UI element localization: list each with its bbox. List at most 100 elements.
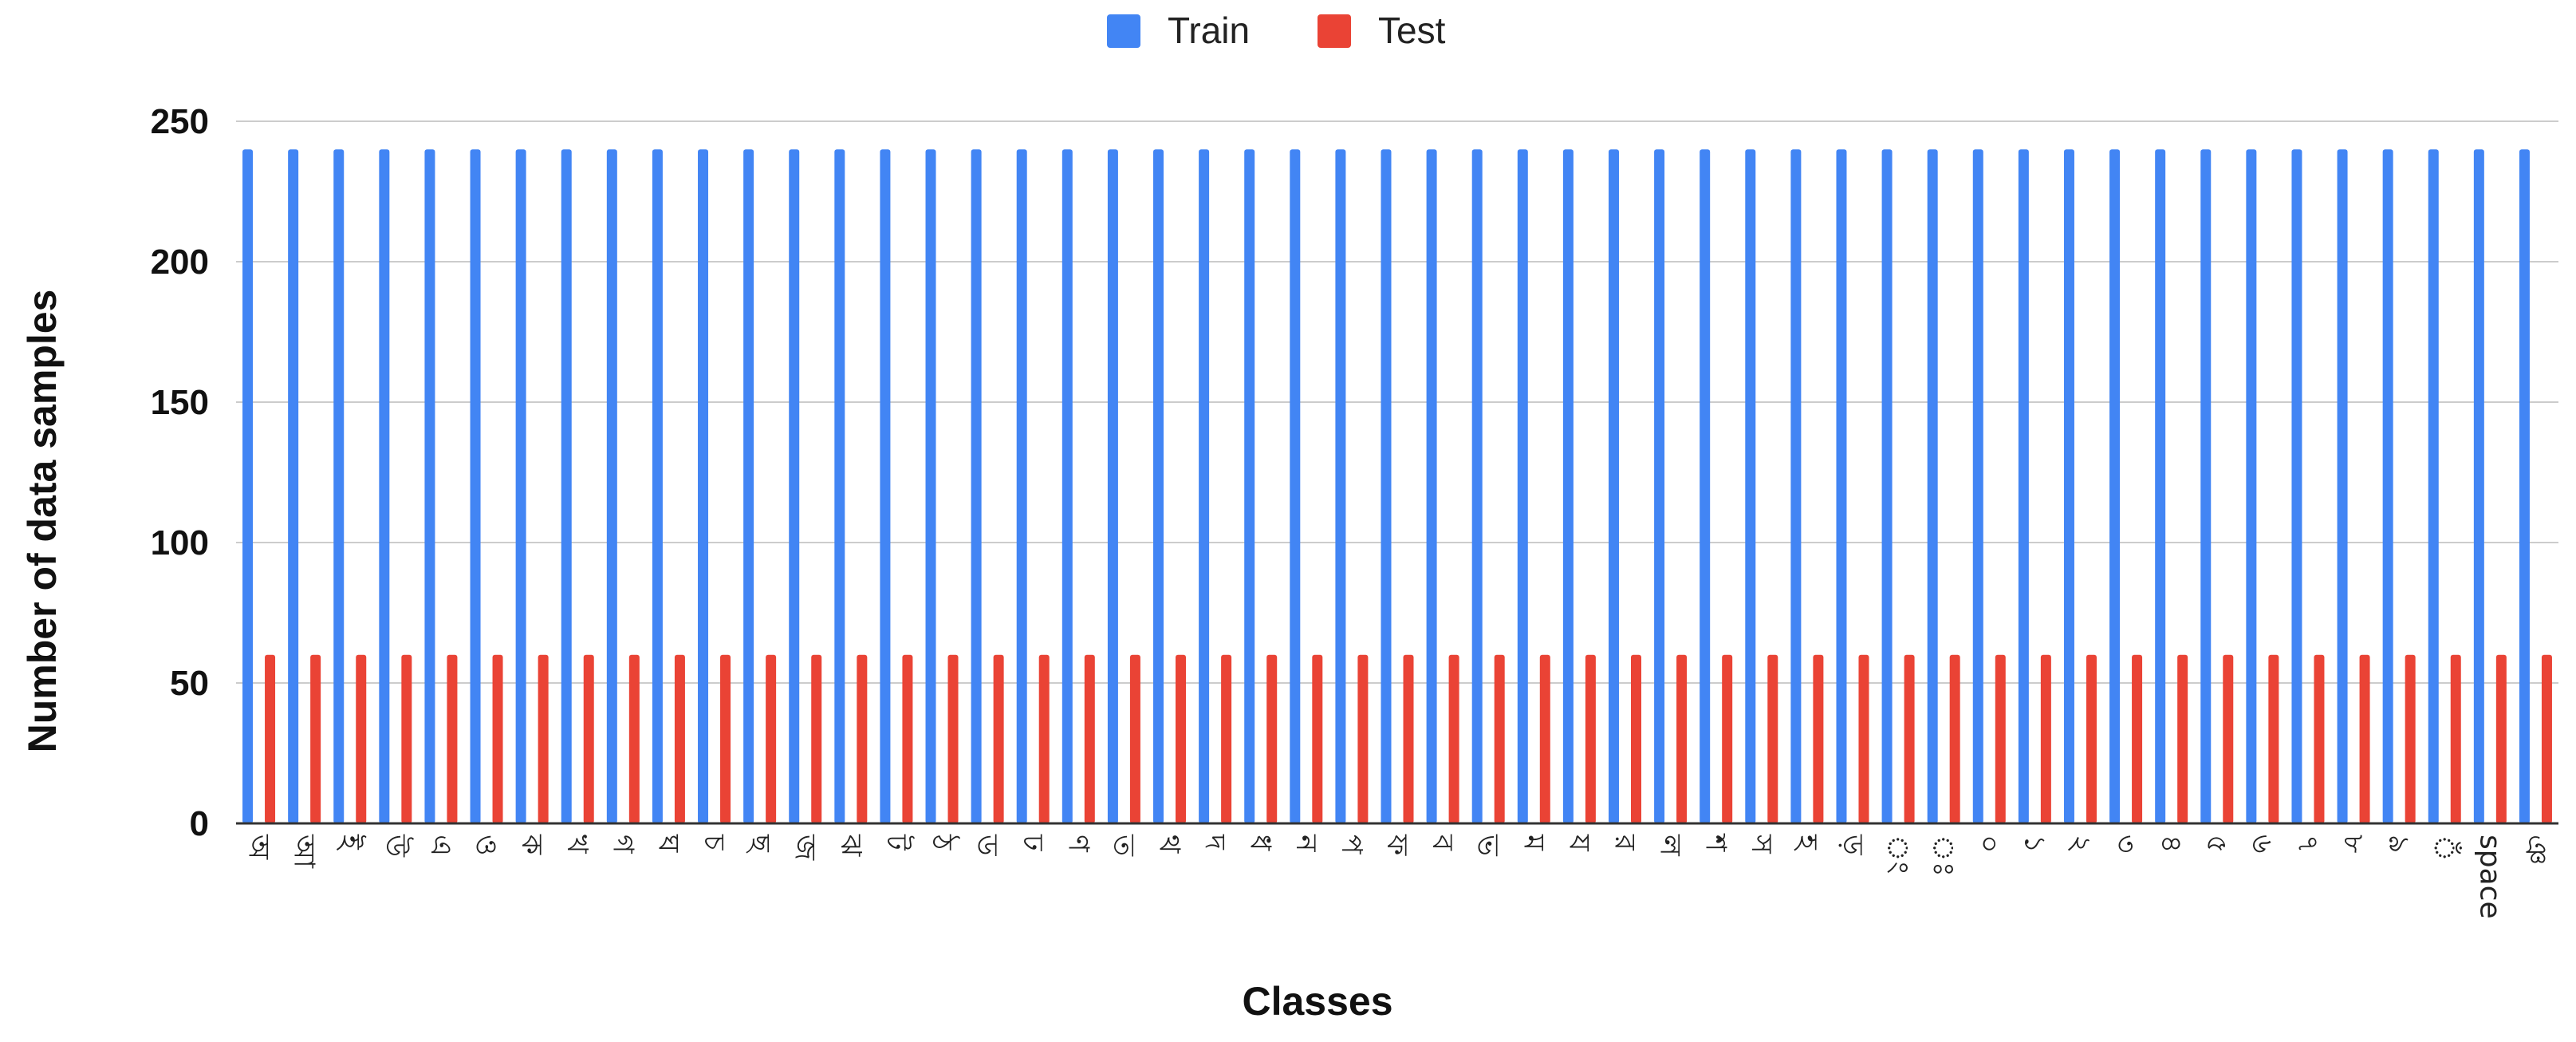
bar-train-16 bbox=[971, 149, 982, 823]
bar-test-8 bbox=[628, 654, 640, 823]
y-tick-label: 50 bbox=[170, 664, 209, 703]
bar-test-23 bbox=[1312, 654, 1323, 823]
bar-train-2 bbox=[333, 149, 345, 823]
bar-test-4 bbox=[447, 654, 458, 823]
x-tick-label: ম bbox=[1517, 834, 1550, 851]
bar-train-31 bbox=[1654, 149, 1665, 823]
x-tick-label: ধ bbox=[1244, 835, 1277, 851]
x-tick-label: ঁ bbox=[2428, 835, 2462, 862]
bar-train-40 bbox=[2063, 149, 2074, 823]
bar-test-47 bbox=[2405, 654, 2416, 823]
x-tick-label: ৮ bbox=[2337, 835, 2369, 853]
bars-group bbox=[242, 149, 2552, 823]
x-tick-label: ও bbox=[470, 835, 502, 856]
bar-train-27 bbox=[1471, 149, 1483, 823]
x-tick-label: ২ bbox=[2063, 835, 2096, 853]
x-tick-label: ৪ bbox=[2155, 835, 2188, 853]
x-tick-label: ড bbox=[971, 834, 1003, 856]
bar-train-17 bbox=[1016, 149, 1027, 823]
x-tick-labels: অ আ ই উ এ ও ক খ গ ঘ চ ছ জ ঝ ট ঠ ড ঢ ণ ত থ দ ধ ন প ফ ব ভ ম য র ল শ স হ ড়ংঃ ০… bbox=[242, 833, 2552, 919]
bar-test-28 bbox=[1539, 654, 1550, 823]
x-tick-label: ০ bbox=[1972, 835, 2005, 853]
bar-test-10 bbox=[720, 654, 731, 823]
x-tick-label: ই bbox=[333, 834, 367, 851]
bar-train-49 bbox=[2473, 149, 2484, 823]
x-tick-label: চ bbox=[698, 834, 731, 851]
bar-train-21 bbox=[1199, 149, 1210, 823]
bar-train-0 bbox=[242, 149, 254, 823]
bar-train-20 bbox=[1153, 149, 1164, 823]
x-tick-label: এ bbox=[424, 835, 457, 856]
bar-train-25 bbox=[1381, 149, 1392, 823]
bar-train-39 bbox=[2018, 149, 2029, 823]
bar-train-29 bbox=[1562, 149, 1574, 823]
bar-test-34 bbox=[1813, 654, 1824, 823]
bar-test-43 bbox=[2223, 654, 2234, 823]
x-tick-label: ফ bbox=[1381, 834, 1413, 856]
x-tick-label: ণ bbox=[1062, 835, 1094, 853]
bar-train-15 bbox=[925, 149, 936, 823]
bar-train-26 bbox=[1426, 149, 1437, 823]
x-tick-label: দ bbox=[1199, 834, 1231, 851]
bar-test-25 bbox=[1403, 654, 1414, 823]
bar-train-9 bbox=[652, 149, 663, 823]
bar-test-5 bbox=[492, 654, 503, 823]
bar-test-38 bbox=[1995, 654, 2006, 823]
x-tick-label: ন bbox=[1290, 834, 1322, 852]
x-tick-label: ৫ bbox=[2200, 835, 2233, 853]
x-tick-label: ৭ bbox=[2291, 835, 2324, 853]
bar-test-0 bbox=[265, 654, 276, 823]
bar-test-50 bbox=[2541, 654, 2552, 823]
x-tick-label: প bbox=[1335, 835, 1368, 855]
y-tick-label: 100 bbox=[151, 523, 209, 562]
bar-test-26 bbox=[1448, 654, 1459, 823]
bar-train-38 bbox=[1972, 149, 1983, 823]
x-tick-label: হ bbox=[1790, 834, 1823, 851]
bar-test-33 bbox=[1767, 654, 1778, 823]
bar-test-36 bbox=[1904, 654, 1915, 823]
y-tick-label: 250 bbox=[151, 102, 209, 141]
bar-test-37 bbox=[1949, 654, 1960, 823]
bar-test-32 bbox=[1722, 654, 1733, 823]
legend-label-test: Test bbox=[1378, 10, 1446, 51]
x-tick-label: আ bbox=[288, 834, 321, 869]
bar-train-1 bbox=[288, 149, 299, 823]
x-tick-label: য bbox=[1562, 834, 1595, 852]
bar-test-40 bbox=[2086, 654, 2097, 823]
bar-train-37 bbox=[1927, 149, 1938, 823]
bar-train-10 bbox=[698, 149, 709, 823]
bar-train-24 bbox=[1335, 149, 1346, 823]
x-tick-label: অ bbox=[242, 834, 275, 860]
bar-train-42 bbox=[2155, 149, 2166, 823]
bar-test-19 bbox=[1129, 654, 1140, 823]
bar-train-3 bbox=[379, 149, 390, 823]
bar-test-6 bbox=[538, 654, 549, 823]
bar-test-29 bbox=[1585, 654, 1596, 823]
bar-train-4 bbox=[424, 149, 435, 823]
bar-test-2 bbox=[356, 654, 367, 823]
x-tick-label: ঝ bbox=[834, 834, 867, 857]
y-tick-label: 200 bbox=[151, 243, 209, 282]
legend-label-train: Train bbox=[1168, 10, 1250, 51]
y-tick-labels: 0 50 100 150 200 250 bbox=[151, 102, 209, 843]
bar-test-48 bbox=[2450, 654, 2461, 823]
bar-test-1 bbox=[310, 654, 321, 823]
bar-test-12 bbox=[811, 654, 822, 823]
x-tick-label: থ bbox=[1153, 835, 1186, 854]
bar-train-8 bbox=[606, 149, 617, 823]
bar-test-44 bbox=[2268, 654, 2279, 823]
bar-test-11 bbox=[766, 654, 777, 823]
x-tick-label: ট bbox=[880, 834, 915, 851]
bar-train-7 bbox=[561, 149, 572, 823]
bar-train-47 bbox=[2382, 149, 2393, 823]
x-tick-label: space bbox=[2473, 835, 2506, 919]
bar-train-12 bbox=[789, 149, 800, 823]
bar-test-9 bbox=[674, 654, 685, 823]
bar-test-7 bbox=[583, 654, 594, 823]
x-tick-label: গ bbox=[606, 835, 639, 855]
bar-train-41 bbox=[2109, 149, 2121, 823]
x-tick-label: শ bbox=[1700, 833, 1732, 852]
bar-train-36 bbox=[1881, 149, 1893, 823]
x-tick-label: ক bbox=[515, 834, 548, 855]
y-axis-label: Number of data samples bbox=[20, 290, 65, 753]
